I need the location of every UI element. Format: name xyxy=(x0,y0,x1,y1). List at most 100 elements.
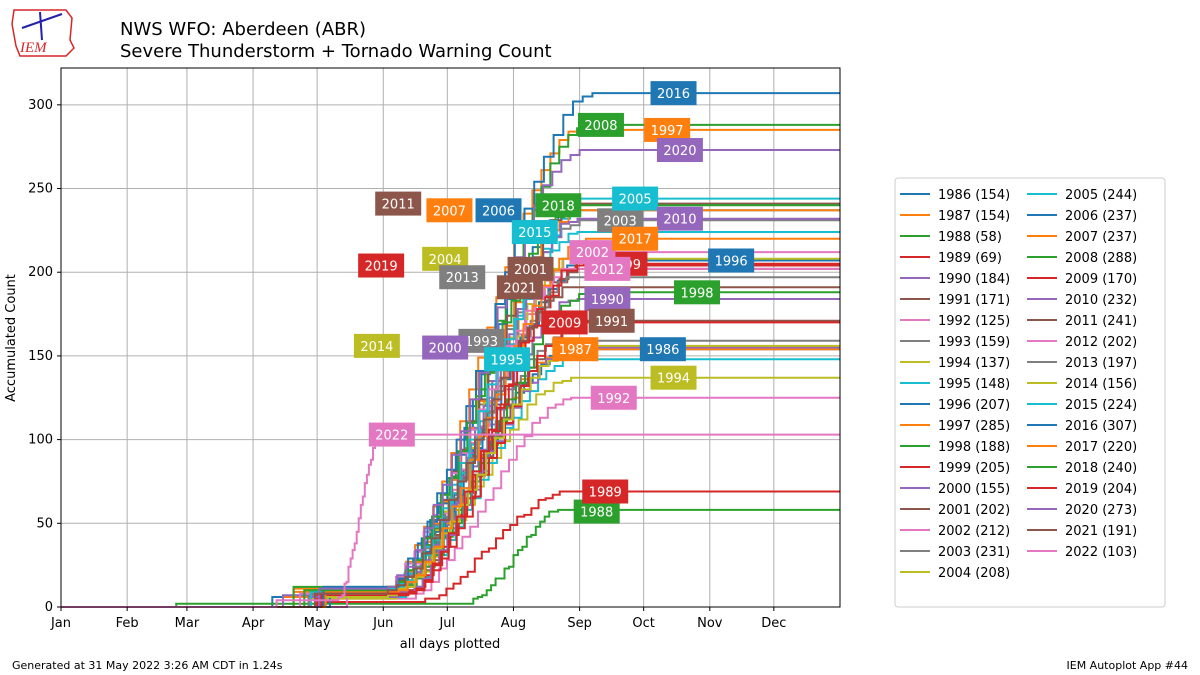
legend-entry-2001: 2001 (202) xyxy=(938,503,1010,518)
x-axis-ticks: Jan Feb Mar Apr May Jun Jul Aug Sep Oct Nov Dec xyxy=(50,607,786,631)
legend-entry-2013: 2013 (197) xyxy=(1065,356,1137,371)
year-tag-label-2013: 2013 xyxy=(446,271,479,286)
iowa-outline-icon xyxy=(11,9,75,57)
year-tag-box-2005 xyxy=(612,186,659,211)
x-tick-label: Feb xyxy=(116,616,139,631)
year-tag-box-2016 xyxy=(650,81,697,106)
legend-entry-1990: 1990 (184) xyxy=(938,272,1010,287)
year-tag-box-1990 xyxy=(584,287,631,311)
year-tag-label-1991: 1991 xyxy=(595,315,628,330)
year-tag-label-1994: 1994 xyxy=(657,372,690,387)
year-tag-label-2006: 2006 xyxy=(482,204,515,219)
year-tag-box-2018 xyxy=(535,193,582,218)
year-tag-label-2007: 2007 xyxy=(433,204,466,219)
year-tag-label-1989: 1989 xyxy=(589,486,622,501)
x-axis-label: all days plotted xyxy=(400,637,500,652)
year-tag-label-2001: 2001 xyxy=(514,263,547,278)
year-tag-label-2020: 2020 xyxy=(663,144,696,159)
year-tag-box-2021 xyxy=(496,275,543,300)
year-tag-label-2018: 2018 xyxy=(542,199,575,214)
year-tag-box-2012 xyxy=(584,256,631,281)
year-tag-label-2011: 2011 xyxy=(382,198,415,213)
series-line-1989 xyxy=(61,490,840,608)
legend-entry-1999: 1999 (205) xyxy=(938,461,1010,476)
year-tag-box-1988 xyxy=(573,499,620,524)
legend-entry-2003: 2003 (231) xyxy=(938,545,1010,560)
year-tag-label-2010: 2010 xyxy=(663,213,696,228)
y-axis-ticks: 0 50 100 150 200 250 300 xyxy=(28,98,61,615)
year-tag-label-1986: 1986 xyxy=(646,343,679,358)
series-line-2004 xyxy=(61,257,840,608)
year-tag-label-2016: 2016 xyxy=(657,87,690,102)
app-id: IEM Autoplot App #44 xyxy=(1067,659,1189,672)
x-tick-label: Aug xyxy=(501,616,526,631)
series-line-2021 xyxy=(61,286,840,608)
year-tag-box-2011 xyxy=(375,191,422,216)
plot-frame xyxy=(60,67,841,608)
year-tag-label-1993: 1993 xyxy=(465,335,498,350)
legend-entry-1997: 1997 (285) xyxy=(938,419,1010,434)
weather-vane-pole xyxy=(39,11,43,41)
legend-entry-2021: 2021 (191) xyxy=(1065,524,1137,539)
year-tag-label-2008: 2008 xyxy=(584,119,617,134)
x-tick-label: Oct xyxy=(632,616,654,631)
legend-entry-2011: 2011 (241) xyxy=(1065,314,1137,329)
x-tick-label: Sep xyxy=(567,616,592,631)
legend-entry-2004: 2004 (208) xyxy=(938,566,1010,581)
legend-entry-2002: 2002 (212) xyxy=(938,524,1010,539)
year-tags: 1986 1987 1988 1989 1990 1991 1992 1993 1994 1995… xyxy=(353,81,755,524)
legend-entry-2009: 2009 (170) xyxy=(1065,272,1137,287)
year-tag-label-1998: 1998 xyxy=(680,286,713,301)
legend-entry-1995: 1995 (148) xyxy=(938,377,1010,392)
year-tag-label-1990: 1990 xyxy=(591,293,624,308)
year-tag-label-2017: 2017 xyxy=(619,233,652,248)
legend-entry-2022: 2022 (103) xyxy=(1065,545,1137,560)
logo-text: IEM xyxy=(19,40,48,56)
y-tick-label: 250 xyxy=(28,182,53,197)
legend-entry-2020: 2020 (273) xyxy=(1065,503,1137,518)
year-tag-label-2019: 2019 xyxy=(365,260,398,275)
x-tick-label: May xyxy=(304,616,331,631)
x-tick-label: Jul xyxy=(438,616,455,631)
year-tag-box-1992 xyxy=(590,385,637,410)
legend-entry-2007: 2007 (237) xyxy=(1065,230,1137,245)
year-tag-box-1997 xyxy=(644,117,691,142)
year-tag-box-2010 xyxy=(656,206,703,231)
year-tag-box-2015 xyxy=(511,220,558,245)
legend-entry-1991: 1991 (171) xyxy=(938,293,1010,308)
year-tag-box-1989 xyxy=(582,479,629,504)
year-tag-label-2004: 2004 xyxy=(429,253,462,268)
x-tick-label: Dec xyxy=(761,616,786,631)
year-tag-label-2003: 2003 xyxy=(604,214,637,229)
legend-entry-2008: 2008 (288) xyxy=(1065,251,1137,266)
legend-entry-1993: 1993 (159) xyxy=(938,335,1010,350)
x-tick-label: Nov xyxy=(697,616,723,631)
year-tag-box-2019 xyxy=(358,253,405,278)
year-tag-box-2000 xyxy=(422,335,469,360)
y-axis-label: Accumulated Count xyxy=(4,274,19,402)
year-tag-label-2000: 2000 xyxy=(429,342,462,357)
series-line-2017 xyxy=(61,237,840,608)
chart-title-line2: Severe Thunderstorm + Tornado Warning Co… xyxy=(120,41,552,62)
year-tag-label-1997: 1997 xyxy=(651,124,684,139)
series-line-2022 xyxy=(61,433,840,608)
year-tag-box-2008 xyxy=(577,112,624,137)
year-tag-box-2006 xyxy=(475,198,522,223)
year-tag-label-2021: 2021 xyxy=(503,281,536,296)
series-line-1988 xyxy=(61,508,840,608)
year-tag-label-1988: 1988 xyxy=(580,506,613,521)
year-tag-box-2022 xyxy=(368,422,415,447)
year-tag-box-1994 xyxy=(650,365,697,390)
legend-entry-1989: 1989 (69) xyxy=(938,251,1002,266)
legend-entry-2010: 2010 (232) xyxy=(1065,293,1137,308)
year-tag-label-2022: 2022 xyxy=(375,429,408,444)
legend-entry-1998: 1998 (188) xyxy=(938,440,1010,455)
series-line-2013 xyxy=(61,276,840,608)
weather-vane-icon xyxy=(21,13,63,29)
legend-entry-2015: 2015 (224) xyxy=(1065,398,1137,413)
legend: 1986 (154) 1987 (154) 1988 (58) 1989 (69) 19… xyxy=(894,177,1166,608)
year-tag-box-2007 xyxy=(426,198,473,223)
x-tick-label: Jan xyxy=(50,616,71,631)
year-tag-box-1987 xyxy=(552,337,599,362)
y-tick-label: 50 xyxy=(36,516,53,531)
